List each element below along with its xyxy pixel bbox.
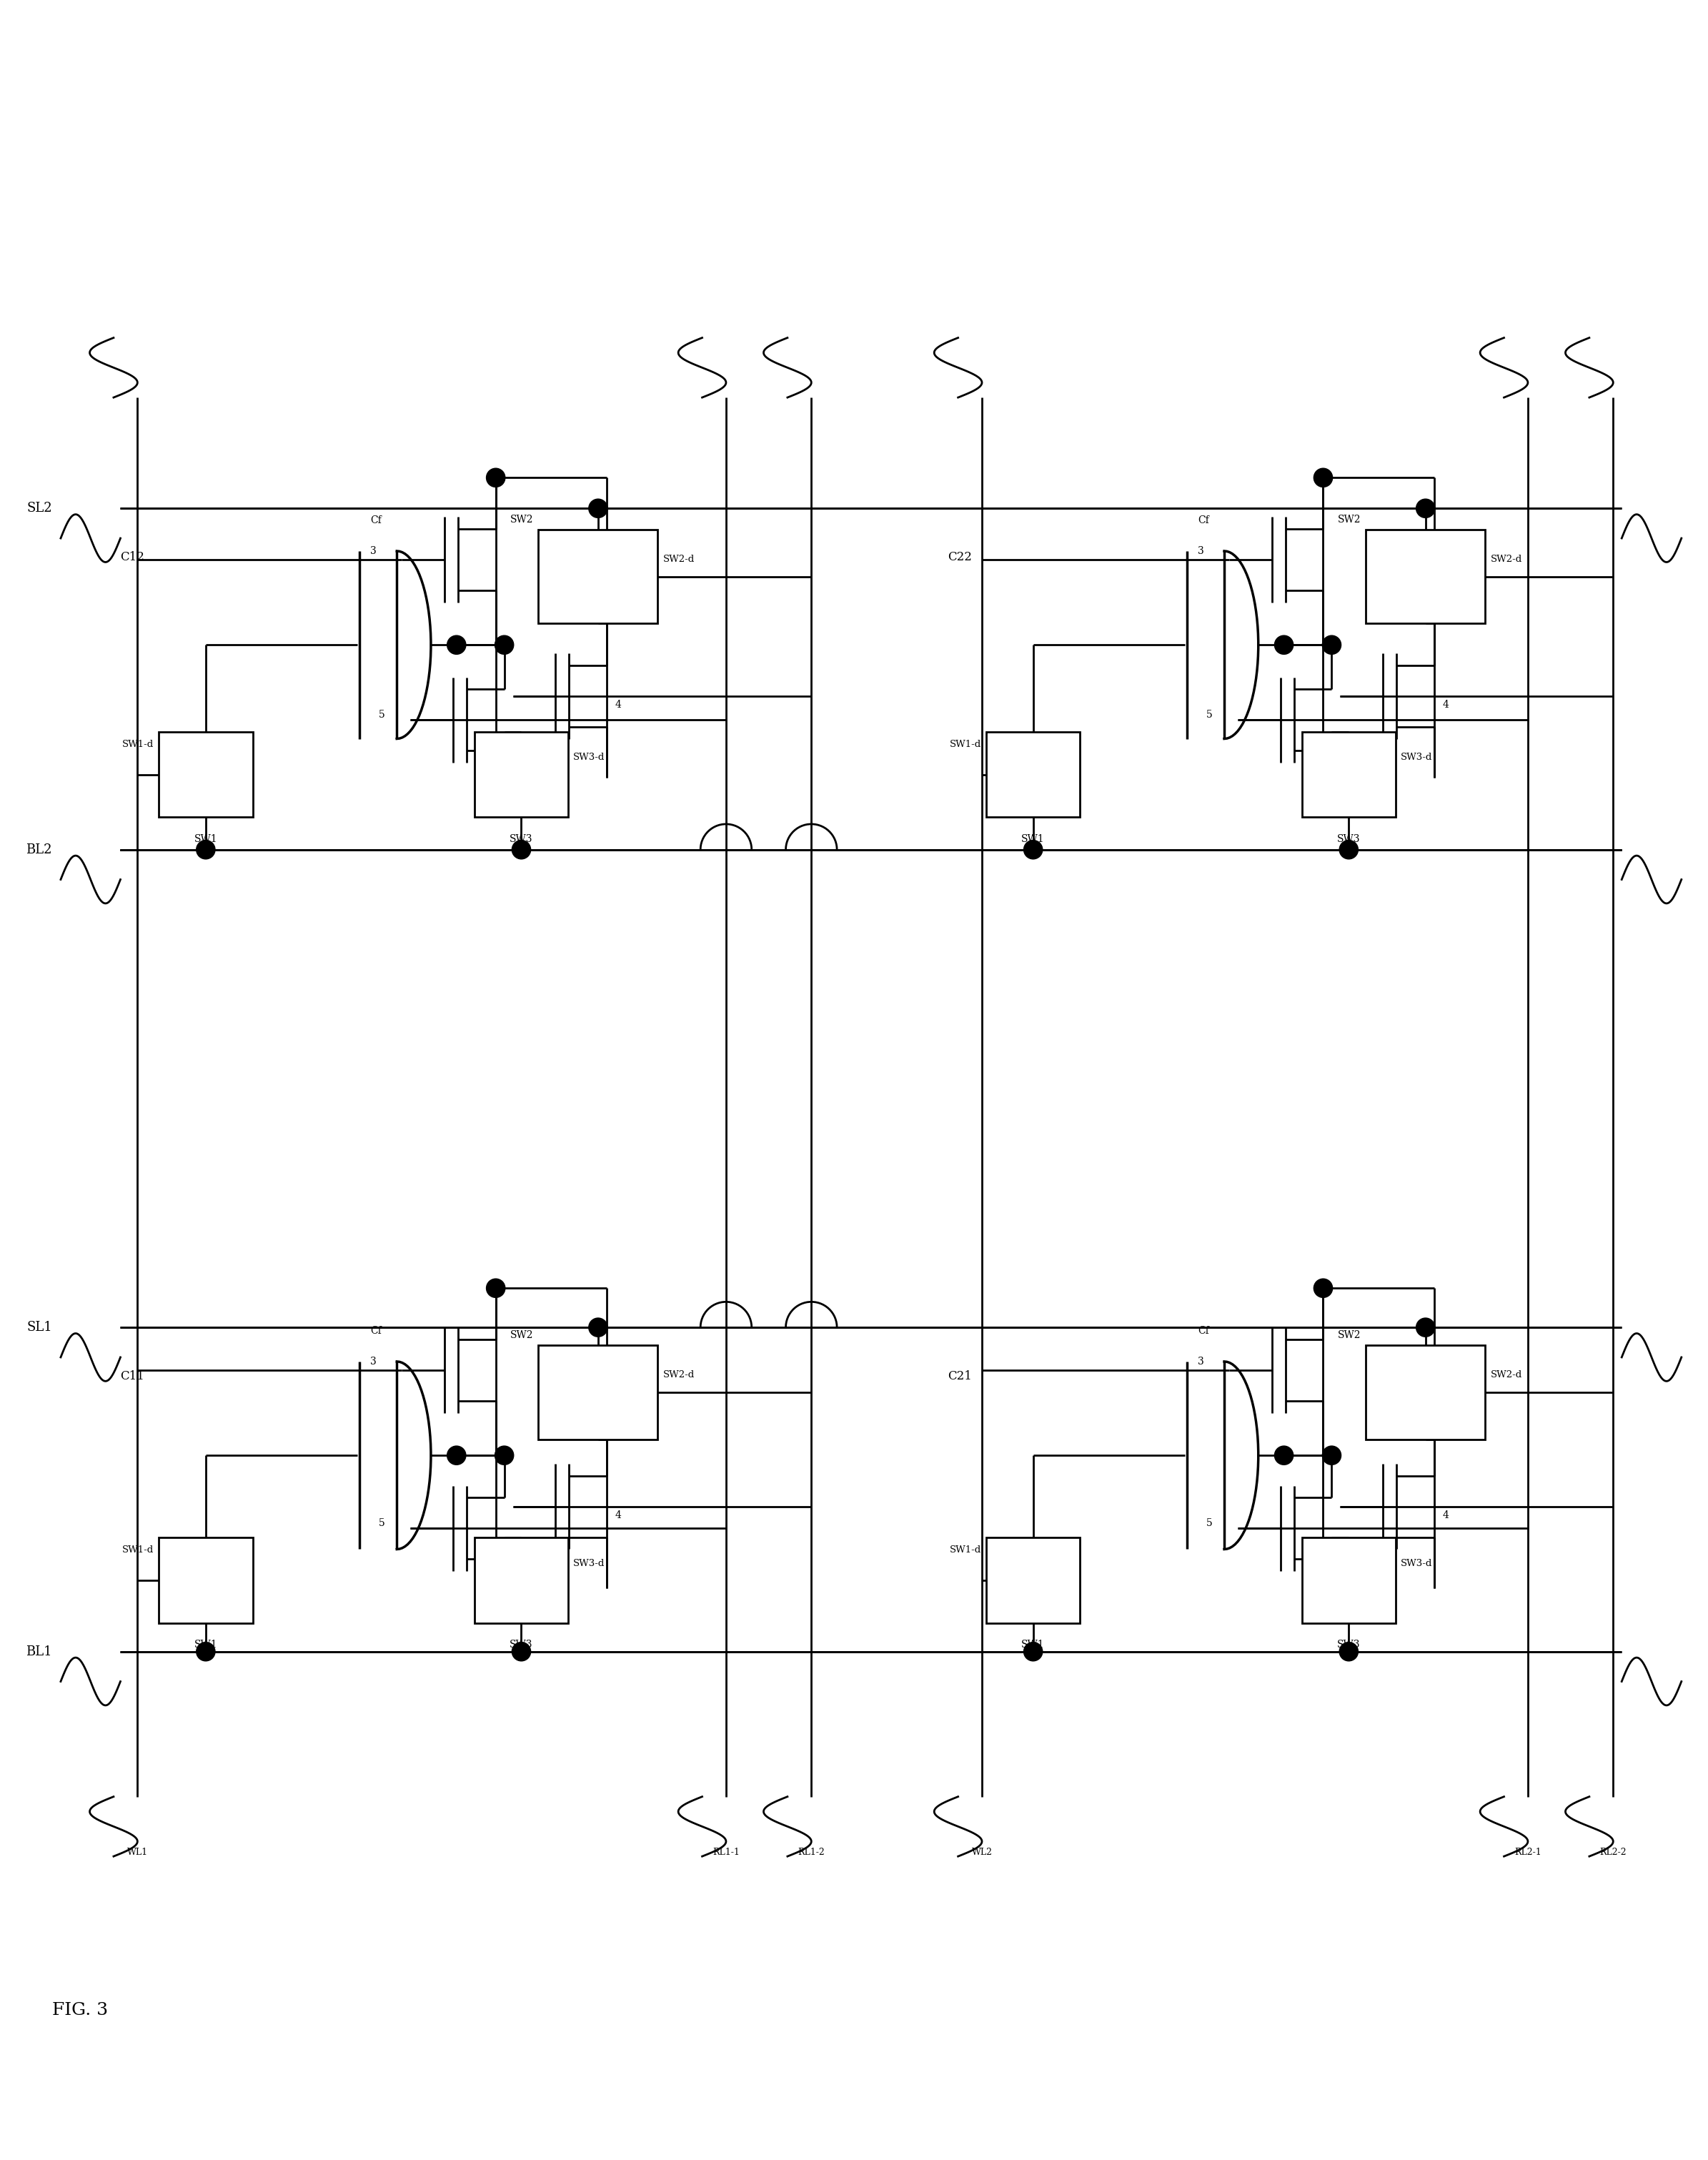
Circle shape xyxy=(196,1642,215,1661)
Text: SW2-d: SW2-d xyxy=(663,1372,695,1380)
Bar xyxy=(159,1538,253,1622)
Circle shape xyxy=(1023,840,1042,860)
Text: SW2-d: SW2-d xyxy=(663,555,695,564)
Text: 4: 4 xyxy=(1443,1510,1448,1521)
Circle shape xyxy=(1416,499,1435,518)
Text: RL2-1: RL2-1 xyxy=(1515,1847,1541,1858)
Text: 4: 4 xyxy=(615,1510,622,1521)
Text: SW3: SW3 xyxy=(1337,1639,1360,1650)
Text: WL1: WL1 xyxy=(126,1847,149,1858)
Circle shape xyxy=(196,840,215,860)
Circle shape xyxy=(1274,1445,1293,1464)
Circle shape xyxy=(1313,1279,1332,1298)
Text: SW1: SW1 xyxy=(1021,1639,1045,1650)
Text: Cf: Cf xyxy=(1197,516,1209,525)
Text: RL1-2: RL1-2 xyxy=(798,1847,825,1858)
Text: SW3-d: SW3-d xyxy=(1401,1560,1433,1568)
Text: WL2: WL2 xyxy=(972,1847,992,1858)
Text: SW2-d: SW2-d xyxy=(1491,1372,1522,1380)
Bar xyxy=(1301,1538,1395,1622)
Bar xyxy=(475,1538,569,1622)
Text: SW1: SW1 xyxy=(195,834,217,845)
Text: BL2: BL2 xyxy=(26,842,53,855)
Text: SW3: SW3 xyxy=(509,1639,533,1650)
Text: SW1: SW1 xyxy=(195,1639,217,1650)
Circle shape xyxy=(1339,1642,1358,1661)
Text: SW1-d: SW1-d xyxy=(950,739,980,750)
Circle shape xyxy=(495,635,514,654)
Circle shape xyxy=(1274,635,1293,654)
Bar xyxy=(159,732,253,816)
Text: 5: 5 xyxy=(379,711,384,719)
Text: Cf: Cf xyxy=(371,516,383,525)
Text: SW1-d: SW1-d xyxy=(121,739,154,750)
Circle shape xyxy=(487,469,506,486)
Bar xyxy=(986,1538,1079,1622)
Circle shape xyxy=(1322,1445,1341,1464)
Bar xyxy=(538,529,658,624)
Text: BL1: BL1 xyxy=(26,1646,53,1659)
Text: SW1: SW1 xyxy=(1021,834,1045,845)
Text: C21: C21 xyxy=(948,1369,972,1382)
Text: 3: 3 xyxy=(371,1356,376,1367)
Circle shape xyxy=(447,635,466,654)
Text: 5: 5 xyxy=(1206,1518,1213,1529)
Bar xyxy=(538,1346,658,1439)
Text: 5: 5 xyxy=(379,1518,384,1529)
Text: C22: C22 xyxy=(948,551,972,564)
Text: 4: 4 xyxy=(615,700,622,711)
Text: 5: 5 xyxy=(1206,711,1213,719)
Bar xyxy=(1366,1346,1486,1439)
Text: SL2: SL2 xyxy=(27,501,53,514)
Circle shape xyxy=(487,1279,506,1298)
Circle shape xyxy=(447,1445,466,1464)
Text: SW1-d: SW1-d xyxy=(121,1544,154,1555)
Text: SW2: SW2 xyxy=(1337,1331,1361,1339)
Text: SW3-d: SW3-d xyxy=(574,1560,605,1568)
Circle shape xyxy=(1416,1318,1435,1337)
Text: SW2: SW2 xyxy=(511,1331,533,1339)
Circle shape xyxy=(1322,635,1341,654)
Text: RL2-2: RL2-2 xyxy=(1600,1847,1626,1858)
Text: SW3-d: SW3-d xyxy=(574,754,605,762)
Text: SW2: SW2 xyxy=(1337,514,1361,525)
Text: RL1-1: RL1-1 xyxy=(712,1847,740,1858)
Text: SW3: SW3 xyxy=(1337,834,1360,845)
Text: 4: 4 xyxy=(1443,700,1448,711)
Text: SW1-d: SW1-d xyxy=(950,1544,980,1555)
Text: SW2-d: SW2-d xyxy=(1491,555,1522,564)
Circle shape xyxy=(512,1642,531,1661)
Text: C11: C11 xyxy=(120,1369,145,1382)
Text: SW2: SW2 xyxy=(511,514,533,525)
Text: Cf: Cf xyxy=(1197,1326,1209,1335)
Text: 3: 3 xyxy=(1197,1356,1204,1367)
Bar xyxy=(1366,529,1486,624)
Text: SL1: SL1 xyxy=(27,1322,53,1335)
Circle shape xyxy=(589,1318,608,1337)
Text: C12: C12 xyxy=(120,551,145,564)
Circle shape xyxy=(1023,1642,1042,1661)
Circle shape xyxy=(512,840,531,860)
Text: FIG. 3: FIG. 3 xyxy=(53,2002,108,2017)
Text: 3: 3 xyxy=(371,546,376,555)
Text: SW3-d: SW3-d xyxy=(1401,754,1433,762)
Bar xyxy=(475,732,569,816)
Text: SW3: SW3 xyxy=(509,834,533,845)
Text: 3: 3 xyxy=(1197,546,1204,555)
Circle shape xyxy=(495,1445,514,1464)
Text: Cf: Cf xyxy=(371,1326,383,1335)
Circle shape xyxy=(589,499,608,518)
Bar xyxy=(1301,732,1395,816)
Bar xyxy=(986,732,1079,816)
Circle shape xyxy=(1339,840,1358,860)
Circle shape xyxy=(1313,469,1332,486)
